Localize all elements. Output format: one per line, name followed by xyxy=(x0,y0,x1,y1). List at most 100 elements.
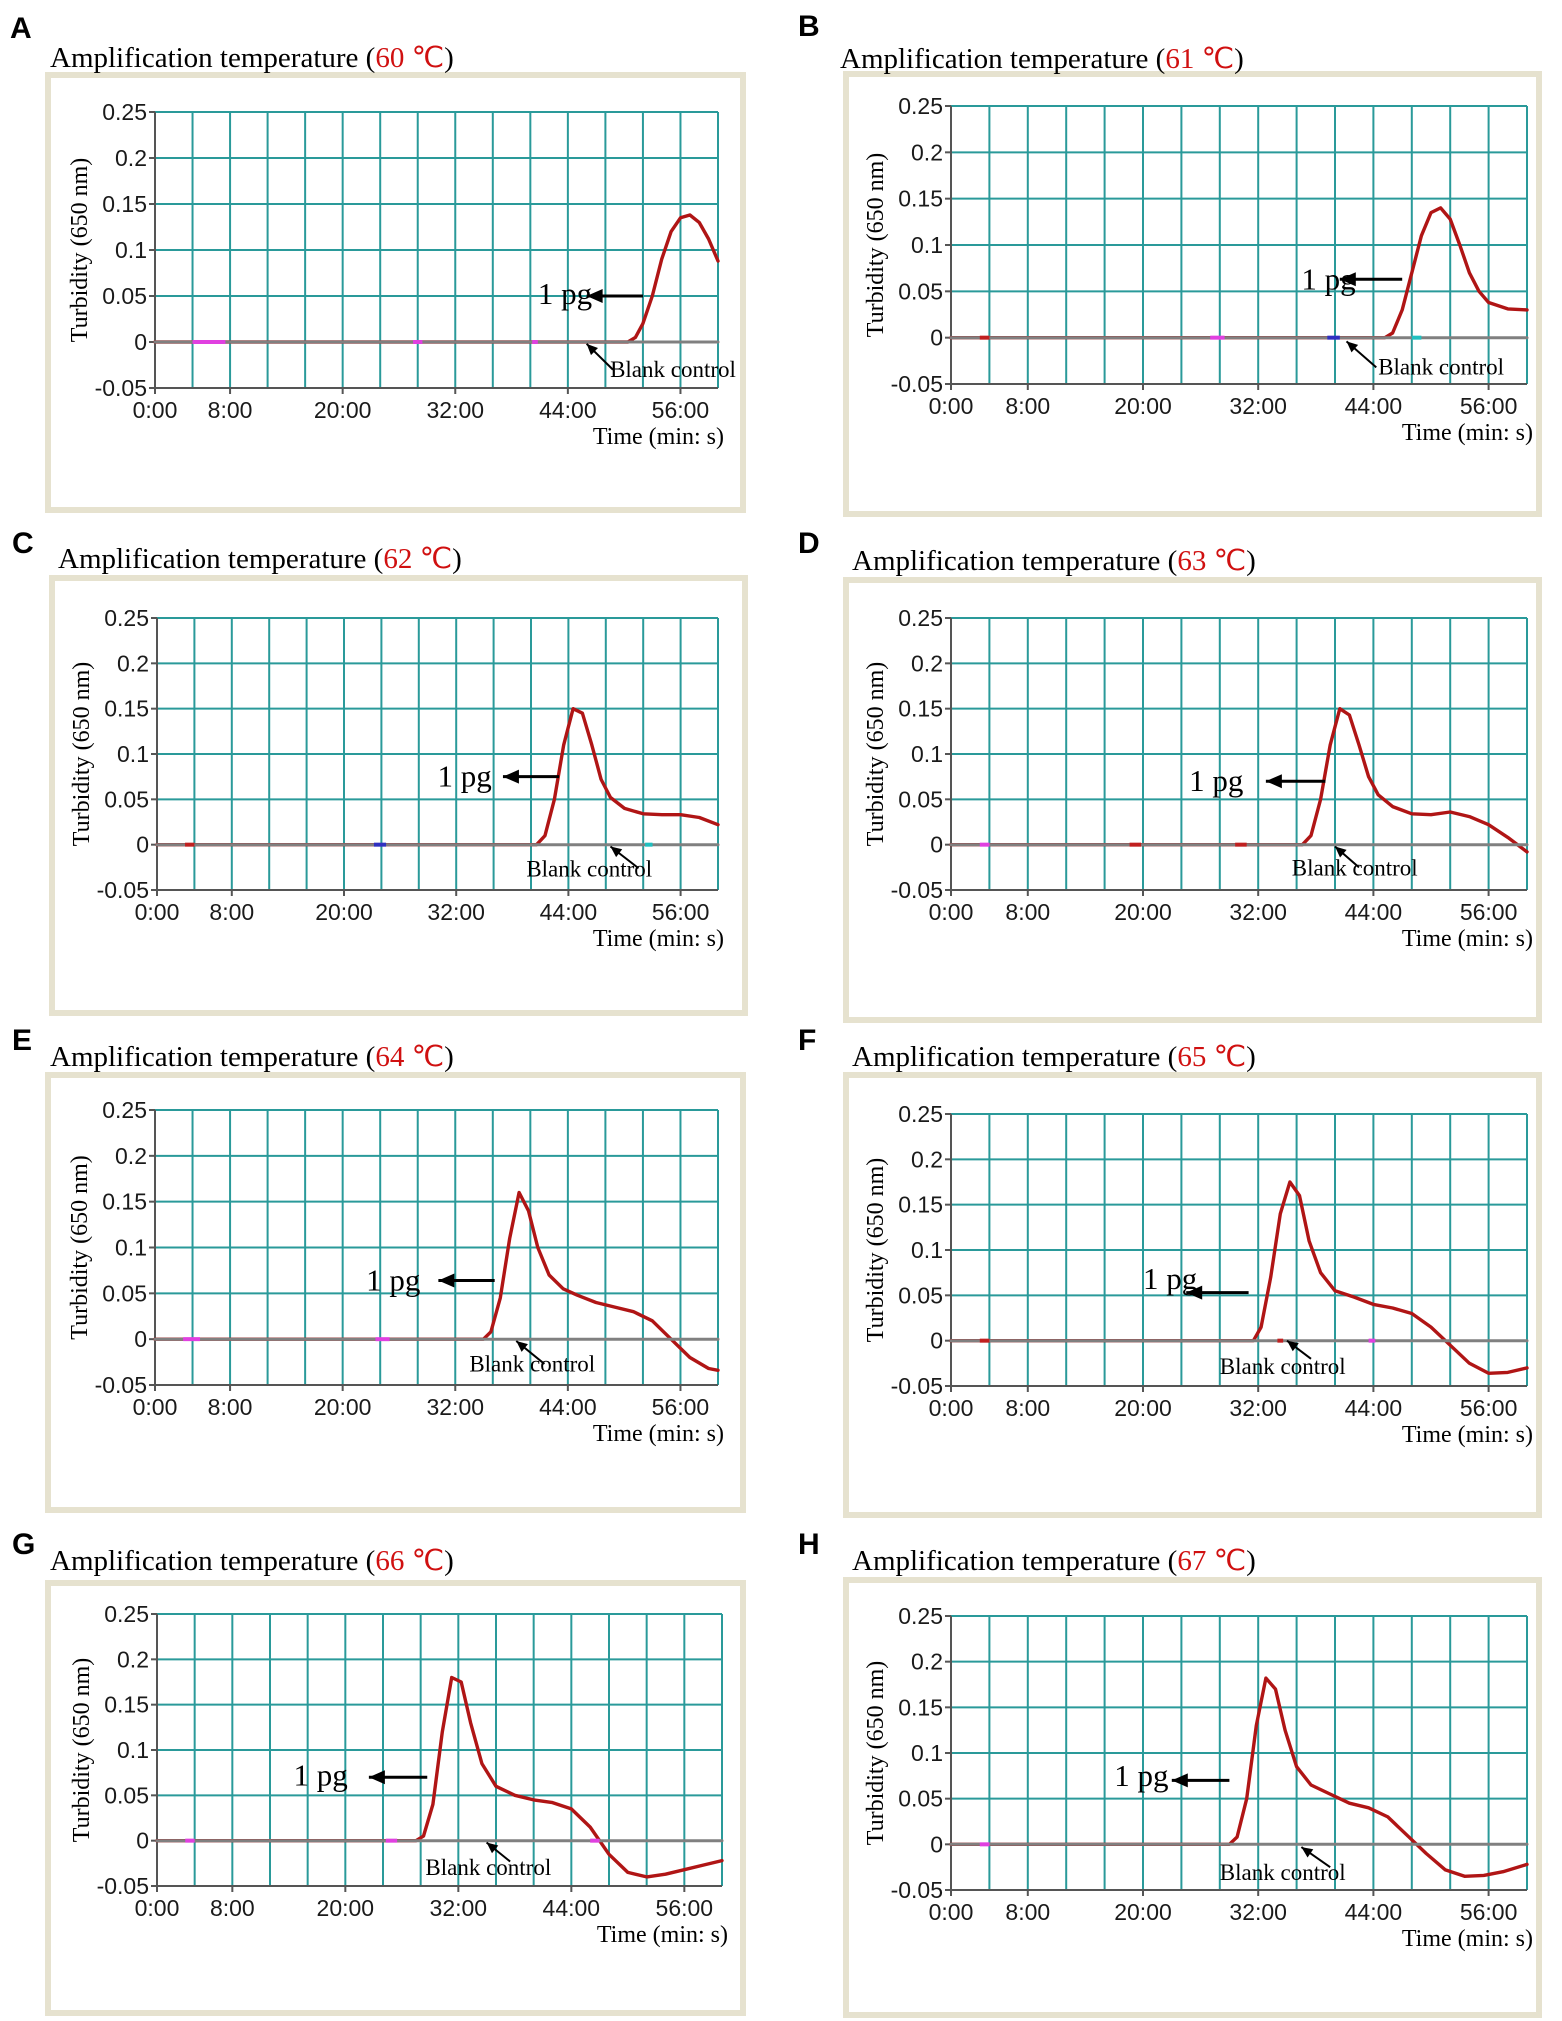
title-temperature: 64 ℃ xyxy=(375,1041,444,1073)
x-axis-label: Time (min: s) xyxy=(1402,926,1533,952)
x-axis-label: Time (min: s) xyxy=(593,424,724,450)
panel-letter: A xyxy=(10,12,32,45)
panel-letter: C xyxy=(12,527,34,560)
title-temperature: 65 ℃ xyxy=(1177,1041,1246,1073)
y-tick-label: 0.05 xyxy=(104,1782,149,1808)
y-tick-label: 0.1 xyxy=(117,1737,149,1763)
y-tick-label: -0.05 xyxy=(95,1372,147,1398)
series-1pg xyxy=(155,1675,724,1879)
panel-title: Amplification temperature (63 ℃) xyxy=(852,545,1256,577)
y-tick-label: -0.05 xyxy=(891,877,943,903)
x-tick-label: 56:00 xyxy=(1460,1899,1518,1925)
x-tick-label: 0:00 xyxy=(133,1394,178,1420)
x-tick-label: 44:00 xyxy=(543,1895,601,1921)
x-axis-label: Time (min: s) xyxy=(593,1421,724,1447)
panel-b: B Amplification temperature (61 ℃) -0.05 0 0… xyxy=(798,10,1542,517)
panel-letter: E xyxy=(12,1024,32,1057)
x-tick-label: 0:00 xyxy=(929,393,974,419)
y-tick-label: 0.15 xyxy=(898,696,943,722)
title-prefix: Amplification temperature ( xyxy=(852,545,1177,577)
annotation-1pg: 1 pg xyxy=(1189,763,1243,798)
panel-title: Amplification temperature (60 ℃) xyxy=(50,42,454,74)
title-temperature: 63 ℃ xyxy=(1177,545,1246,577)
title-temperature: 67 ℃ xyxy=(1177,1545,1246,1577)
x-tick-label: 8:00 xyxy=(209,899,254,925)
y-tick-label: -0.05 xyxy=(891,371,943,397)
y-tick-label: -0.05 xyxy=(97,877,149,903)
title-temperature: 66 ℃ xyxy=(375,1545,444,1577)
x-tick-label: 44:00 xyxy=(1345,1899,1403,1925)
y-tick-label: -0.05 xyxy=(95,375,147,401)
x-tick-label: 20:00 xyxy=(1114,1395,1172,1421)
x-tick-label: 32:00 xyxy=(1229,1395,1287,1421)
title-temperature: 60 ℃ xyxy=(375,42,444,74)
x-tick-label: 20:00 xyxy=(1114,393,1172,419)
x-tick-label: 44:00 xyxy=(1345,393,1403,419)
y-tick-label: 0.05 xyxy=(898,1282,943,1308)
arrowhead xyxy=(516,1341,528,1352)
x-tick-label: 44:00 xyxy=(1345,1395,1403,1421)
title-prefix: Amplification temperature ( xyxy=(840,43,1165,75)
x-tick-label: 32:00 xyxy=(427,899,485,925)
x-tick-label: 0:00 xyxy=(135,899,180,925)
panel-title: Amplification temperature (61 ℃) xyxy=(840,43,1244,75)
annotation-blank-control: Blank control xyxy=(610,357,736,382)
panel-title: Amplification temperature (64 ℃) xyxy=(50,1041,454,1073)
annotation-1pg: 1 pg xyxy=(1114,1758,1168,1793)
title-prefix: Amplification temperature ( xyxy=(50,1545,375,1577)
x-tick-label: 44:00 xyxy=(539,1394,597,1420)
y-tick-label: -0.05 xyxy=(97,1873,149,1899)
y-tick-label: 0.2 xyxy=(911,139,943,165)
arrowhead xyxy=(1339,272,1356,287)
x-tick-label: 44:00 xyxy=(1345,899,1403,925)
panel-title: Amplification temperature (66 ℃) xyxy=(50,1545,454,1577)
y-tick-label: 0 xyxy=(134,329,147,355)
x-tick-label: 56:00 xyxy=(1460,1395,1518,1421)
title-prefix: Amplification temperature ( xyxy=(50,1041,375,1073)
panel-g: G Amplification temperature (66 ℃) -0.05 0 0… xyxy=(12,1528,746,2016)
x-axis-label: Time (min: s) xyxy=(597,1922,728,1948)
x-tick-label: 0:00 xyxy=(929,1899,974,1925)
y-tick-label: 0.05 xyxy=(898,1786,943,1812)
y-axis-label: Turbidity (650 nm) xyxy=(69,662,95,846)
x-tick-label: 56:00 xyxy=(652,397,710,423)
title-suffix: ) xyxy=(1234,43,1244,75)
y-tick-label: 0 xyxy=(930,1328,943,1354)
title-prefix: Amplification temperature ( xyxy=(852,1041,1177,1073)
panel-letter: G xyxy=(12,1528,35,1561)
y-tick-label: 0.25 xyxy=(104,605,149,631)
y-axis-label: Turbidity (650 nm) xyxy=(863,153,889,337)
y-tick-label: 0.2 xyxy=(117,650,149,676)
panel-title: Amplification temperature (65 ℃) xyxy=(852,1041,1256,1073)
x-tick-label: 32:00 xyxy=(426,1394,484,1420)
y-tick-label: 0.15 xyxy=(102,191,147,217)
arrowhead xyxy=(1186,1285,1203,1300)
arrowhead xyxy=(1346,341,1359,353)
arrowhead xyxy=(438,1273,455,1288)
arrowhead xyxy=(1301,1847,1314,1858)
title-suffix: ) xyxy=(444,1041,454,1073)
x-tick-label: 44:00 xyxy=(539,397,597,423)
panel-c: C Amplification temperature (62 ℃) -0.05 0 0… xyxy=(12,527,748,1016)
x-axis-label: Time (min: s) xyxy=(1402,1926,1533,1952)
y-tick-label: 0.2 xyxy=(911,1146,943,1172)
x-tick-label: 8:00 xyxy=(1005,899,1050,925)
y-tick-label: 0.05 xyxy=(104,786,149,812)
annotation-blank-control: Blank control xyxy=(469,1351,595,1376)
x-tick-label: 8:00 xyxy=(1005,1899,1050,1925)
y-tick-label: 0.15 xyxy=(898,186,943,212)
annotation-1pg: 1 pg xyxy=(1143,1261,1197,1296)
x-tick-label: 56:00 xyxy=(656,1895,714,1921)
grid xyxy=(950,105,1528,385)
y-tick-label: 0.1 xyxy=(117,741,149,767)
x-tick-label: 32:00 xyxy=(426,397,484,423)
x-tick-label: 8:00 xyxy=(208,1394,253,1420)
arrowhead xyxy=(368,1770,385,1785)
y-tick-label: 0.1 xyxy=(115,1235,147,1261)
arrowhead xyxy=(502,769,519,784)
panel-letter: F xyxy=(798,1024,816,1057)
panel-frame xyxy=(843,71,1542,517)
y-tick-label: 0.15 xyxy=(104,696,149,722)
y-tick-label: 0.05 xyxy=(898,278,943,304)
y-axis-label: Turbidity (650 nm) xyxy=(67,1155,93,1339)
